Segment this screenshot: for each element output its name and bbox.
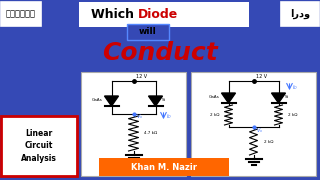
Text: Si: Si bbox=[284, 95, 288, 99]
FancyBboxPatch shape bbox=[99, 158, 229, 176]
Text: $I_D$: $I_D$ bbox=[166, 112, 172, 122]
Text: 12 V: 12 V bbox=[257, 74, 268, 79]
Polygon shape bbox=[105, 96, 118, 106]
Polygon shape bbox=[148, 96, 163, 106]
Text: Conduct: Conduct bbox=[102, 41, 218, 65]
FancyBboxPatch shape bbox=[281, 2, 319, 26]
Text: Diode: Diode bbox=[138, 8, 178, 21]
Text: will: will bbox=[139, 28, 157, 37]
Text: 2 kΩ: 2 kΩ bbox=[210, 113, 219, 117]
FancyBboxPatch shape bbox=[79, 2, 249, 27]
Text: 2 kΩ: 2 kΩ bbox=[263, 140, 273, 144]
Text: 2 kΩ: 2 kΩ bbox=[288, 113, 297, 117]
FancyBboxPatch shape bbox=[1, 116, 77, 176]
Text: 4.7 kΩ: 4.7 kΩ bbox=[143, 132, 157, 136]
Text: Khan M. Nazir: Khan M. Nazir bbox=[131, 163, 197, 172]
FancyBboxPatch shape bbox=[1, 2, 41, 26]
Text: $V_x$: $V_x$ bbox=[257, 126, 264, 135]
Text: اردو: اردو bbox=[290, 9, 310, 19]
Text: 12 V: 12 V bbox=[137, 74, 148, 79]
Text: हिन्दी: हिन्दी bbox=[6, 10, 36, 19]
Text: Si: Si bbox=[162, 98, 165, 102]
Text: GaAs: GaAs bbox=[92, 98, 103, 102]
FancyBboxPatch shape bbox=[191, 72, 316, 176]
Text: Which: Which bbox=[91, 8, 138, 21]
Text: Linear
Circuit
Analysis: Linear Circuit Analysis bbox=[21, 129, 57, 163]
Text: $I_D$: $I_D$ bbox=[292, 84, 298, 93]
Text: $V_x$: $V_x$ bbox=[137, 112, 144, 121]
Polygon shape bbox=[271, 93, 285, 103]
FancyBboxPatch shape bbox=[81, 72, 186, 176]
FancyBboxPatch shape bbox=[127, 24, 169, 40]
Text: GaAs: GaAs bbox=[209, 95, 220, 99]
Polygon shape bbox=[221, 93, 236, 103]
